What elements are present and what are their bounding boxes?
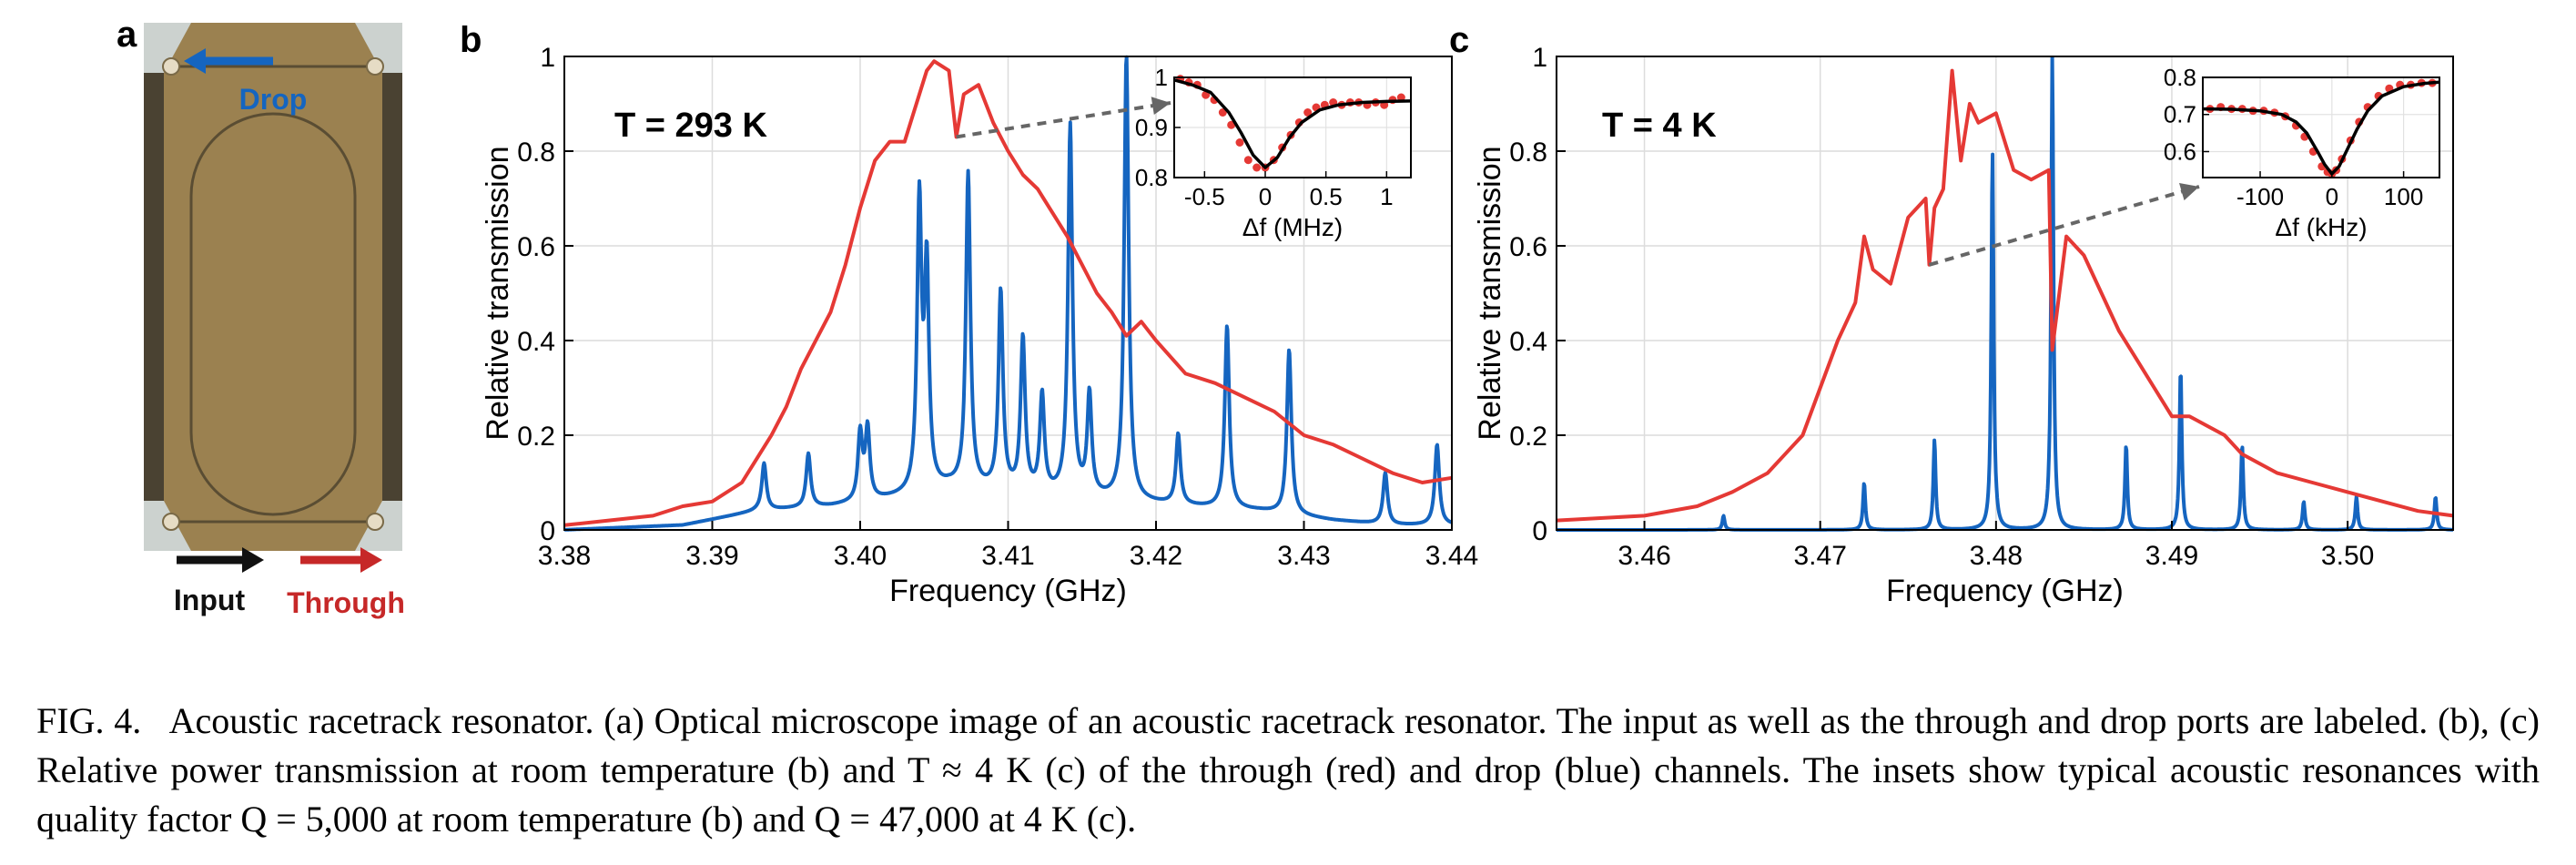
y-axis-label: Relative transmission xyxy=(481,146,515,440)
inset-y-tick-label: 0.8 xyxy=(2164,64,2196,91)
y-tick-label: 0.4 xyxy=(517,327,555,357)
y-tick-label: 0.2 xyxy=(517,422,555,452)
y-tick-label: 0.4 xyxy=(1509,327,1547,357)
x-tick-label: 3.42 xyxy=(1130,541,1182,571)
chip-background xyxy=(144,23,402,551)
y-tick-label: 0.6 xyxy=(1509,232,1547,262)
drop-label: Drop xyxy=(239,83,308,116)
port-pad-bl xyxy=(162,513,180,531)
input-arrow-head-icon xyxy=(242,547,264,573)
inset-data-point xyxy=(1253,163,1262,172)
chart-b: 3.38 3.39 3.40 3.41 3.42 3.43 3.44 0 0.2 0.4 0.6 0.… xyxy=(481,43,1478,608)
x-axis-label: Frequency (GHz) xyxy=(889,574,1127,608)
inset-x-axis-label: Δf (MHz) xyxy=(1242,213,1343,241)
through-arrow-head-icon xyxy=(360,547,382,573)
x-tick-label: 3.39 xyxy=(685,541,738,571)
chart-c: 3.46 3.47 3.48 3.49 3.50 0 0.2 0.4 0.6 0.8 1 Freque… xyxy=(1473,43,2455,608)
drop-channel-series xyxy=(563,55,1454,532)
x-tick-label: 3.48 xyxy=(1970,541,2023,571)
y-tick-label: 0.2 xyxy=(1509,422,1547,452)
racetrack-resonator xyxy=(189,112,357,516)
zoom-arrow-b-head xyxy=(1151,97,1171,116)
x-tick-label: 3.41 xyxy=(981,541,1034,571)
temperature-annotation-c: T = 4 K xyxy=(1602,107,1717,145)
panel-b-label: b xyxy=(460,20,482,60)
x-tick-label: 3.49 xyxy=(2145,541,2198,571)
y-tick-label: 0.8 xyxy=(1509,137,1547,168)
axes-frame xyxy=(1556,56,2454,531)
figure-caption: FIG. 4. Acoustic racetrack resonator. (a… xyxy=(36,697,2540,844)
x-axis-label: Frequency (GHz) xyxy=(1886,574,2124,608)
y-tick-label: 0 xyxy=(540,516,555,546)
figure: a Drop Input Through b 3.38 3.39 3.40 3.41 3… xyxy=(117,15,2455,619)
inset-y-tick-label: 1 xyxy=(1155,64,1168,91)
through-label: Through xyxy=(287,586,405,619)
inset-y-tick-label: 0.9 xyxy=(1135,114,1168,141)
port-pad-tl xyxy=(162,57,180,76)
zoom-arrow-b xyxy=(956,101,1171,139)
inset-x-tick-label: 0 xyxy=(1259,183,1272,210)
inset-data-point xyxy=(1243,156,1253,165)
port-pad-br xyxy=(366,513,384,531)
drop-arrow-head-icon xyxy=(184,48,206,74)
port-pad-tr xyxy=(366,57,384,76)
through-channel-series xyxy=(563,59,1453,527)
temperature-annotation-b: T = 293 K xyxy=(614,107,767,145)
x-tick-label: 3.43 xyxy=(1277,541,1330,571)
inset-fit-curve xyxy=(1173,78,1412,169)
panel-a-microscope-image: Drop Input Through xyxy=(144,23,405,619)
corner-left-top xyxy=(144,23,191,73)
panel-a-label: a xyxy=(117,15,137,55)
x-tick-label: 3.44 xyxy=(1425,541,1478,571)
through-channel-series xyxy=(1556,68,2454,523)
inset-y-tick-label: 0.8 xyxy=(1135,164,1168,191)
inset-frame xyxy=(2202,76,2440,178)
zoom-arrow-c-head xyxy=(2179,182,2199,201)
inset-y-tick-label: 0.6 xyxy=(2164,137,2196,165)
zoom-arrow-c xyxy=(1928,185,2200,267)
inset-x-tick-label: 100 xyxy=(2384,183,2423,210)
y-axis-label: Relative transmission xyxy=(1473,146,1507,440)
x-tick-label: 3.47 xyxy=(1794,541,1847,571)
y-tick-label: 0 xyxy=(1532,516,1547,546)
x-tick-label: 3.38 xyxy=(538,541,591,571)
caption-fig-label: FIG. 4. xyxy=(36,700,142,741)
inset-x-axis-label: Δf (kHz) xyxy=(2275,213,2367,241)
inset-data-point xyxy=(1303,108,1313,117)
panel-c-label: c xyxy=(1449,20,1470,60)
x-tick-label: 3.50 xyxy=(2321,541,2374,571)
inset-data-point xyxy=(1218,108,1227,117)
inset-x-tick-label: -100 xyxy=(2236,183,2284,210)
x-tick-label: 3.40 xyxy=(834,541,887,571)
x-tick-label: 3.46 xyxy=(1618,541,1670,571)
inset-x-tick-label: 1 xyxy=(1380,183,1393,210)
input-label: Input xyxy=(174,584,246,616)
inset-x-tick-label: 0 xyxy=(2326,183,2338,210)
inset-x-tick-label: -0.5 xyxy=(1184,183,1225,210)
inset-x-tick-label: 0.5 xyxy=(1310,183,1343,210)
chip-edge-right-upper xyxy=(382,59,402,296)
caption-text: Acoustic racetrack resonator. (a) Optica… xyxy=(36,700,2540,840)
inset-data-point xyxy=(1235,138,1244,147)
chip-edge-right-lower xyxy=(382,296,402,514)
chip-edge-left-upper xyxy=(144,59,164,296)
corner-right-top xyxy=(355,23,402,73)
y-tick-label: 0.6 xyxy=(517,232,555,262)
y-tick-label: 0.8 xyxy=(517,137,555,168)
inset-y-tick-label: 0.7 xyxy=(2164,101,2196,128)
chip-edge-left-lower xyxy=(144,296,164,514)
inset-data-point xyxy=(1396,93,1405,102)
y-tick-label: 1 xyxy=(540,43,555,73)
y-tick-label: 1 xyxy=(1532,43,1547,73)
